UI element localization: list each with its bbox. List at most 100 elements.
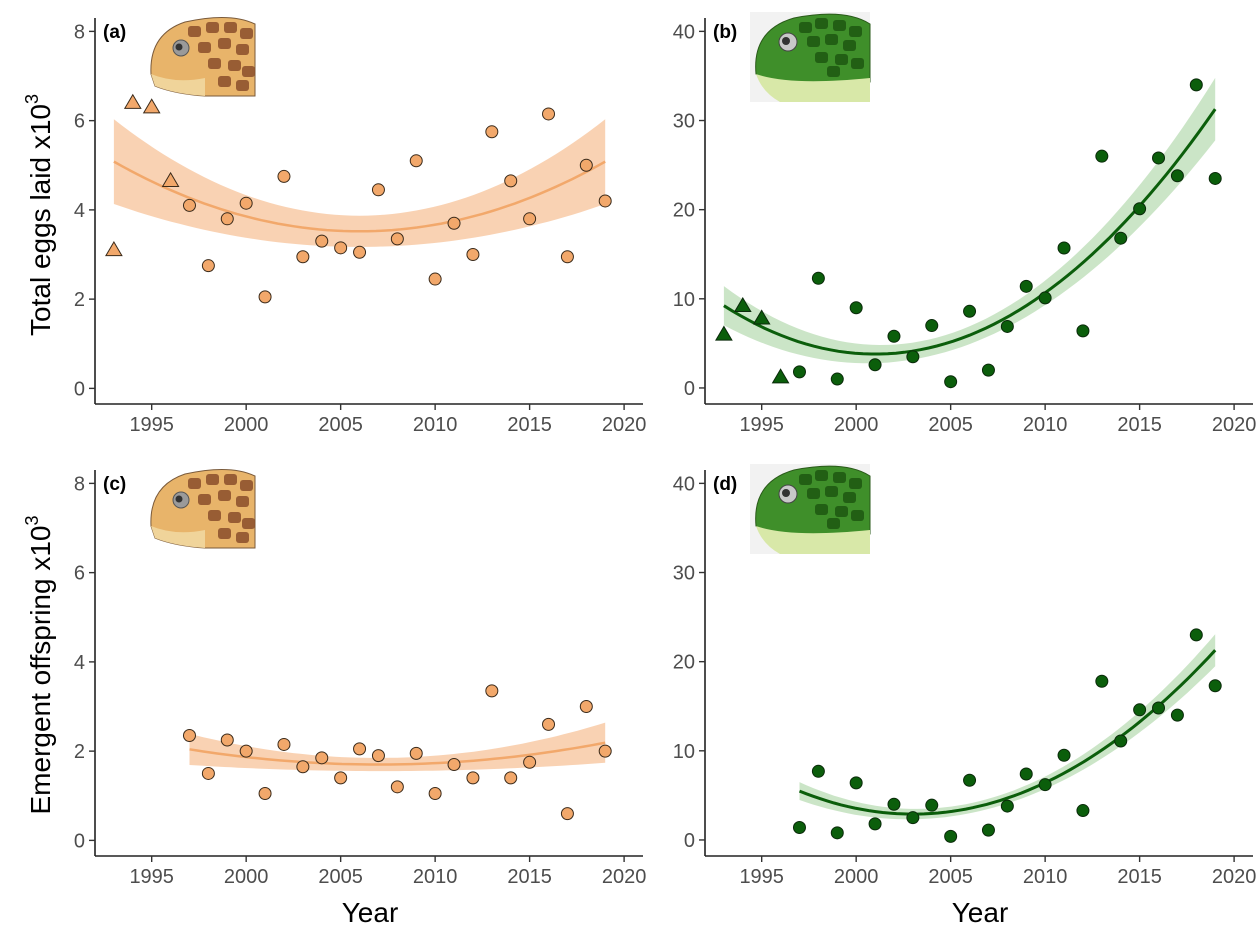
icon-jaw — [151, 526, 205, 548]
icon-scute — [236, 80, 249, 91]
y-tick-label: 40 — [673, 21, 695, 43]
data-point — [371, 749, 385, 763]
data-point — [409, 746, 423, 760]
y-axis-title-bottom-text: Emergent offspring x10 — [25, 526, 56, 815]
data-point — [1189, 628, 1203, 642]
data-point — [887, 797, 901, 811]
x-tick-label: 2005 — [928, 414, 973, 436]
green-turtle-head-icon — [750, 464, 871, 554]
icon-scute — [815, 504, 828, 515]
data-point — [390, 780, 404, 794]
data-point — [220, 733, 234, 747]
icon-jaw — [151, 74, 205, 96]
data-point — [944, 829, 958, 843]
fit-line — [189, 741, 606, 766]
data-point — [409, 154, 423, 168]
y-tick-label: 0 — [684, 378, 695, 400]
data-point — [981, 363, 995, 377]
icon-scute — [240, 480, 253, 491]
y-tick-label: 6 — [74, 111, 85, 133]
data-point-triangle — [105, 241, 123, 257]
icon-scute — [206, 474, 219, 485]
icon-scute — [242, 66, 255, 77]
data-point — [239, 744, 253, 758]
y-tick-label: 8 — [74, 21, 85, 43]
icon-jaw — [756, 74, 870, 102]
x-tick-label: 2015 — [507, 866, 552, 888]
icon-scute — [218, 528, 231, 539]
data-point — [277, 737, 291, 751]
data-point — [868, 358, 882, 372]
data-point — [201, 259, 215, 273]
data-point — [334, 771, 348, 785]
icon-scute — [835, 54, 848, 65]
data-point — [1208, 679, 1222, 693]
y-axis-title-bottom-superscript: 3 — [22, 516, 42, 526]
data-point — [447, 758, 461, 772]
data-point — [485, 125, 499, 139]
y-tick-label: 30 — [673, 111, 695, 133]
icon-scute — [198, 42, 211, 53]
icon-scute — [218, 38, 231, 49]
data-point — [560, 807, 574, 821]
data-point — [428, 787, 442, 801]
panel-b: 0 10 20 30 40 1995 2000 2005 2010 2015 2020 (b) — [673, 12, 1256, 436]
data-point — [1019, 767, 1033, 781]
data-point — [258, 290, 272, 304]
icon-scute — [208, 510, 221, 521]
y-axis-title-top-text: Total eggs laid x10 — [25, 104, 56, 336]
x-tick-label: 2015 — [1117, 866, 1162, 888]
panel-label: (b) — [713, 22, 737, 43]
y-tick-label: 4 — [74, 652, 85, 674]
y-tick-label: 10 — [673, 741, 695, 763]
data-point — [1038, 291, 1052, 305]
data-point — [485, 684, 499, 698]
icon-scute — [224, 474, 237, 485]
icon-pupil — [175, 495, 183, 503]
data-point — [598, 744, 612, 758]
data-point — [1114, 231, 1128, 245]
y-tick-label: 2 — [74, 741, 85, 763]
x-tick-label: 2010 — [413, 866, 458, 888]
x-axis-title-right: Year — [952, 897, 1009, 928]
panel-c: 0 2 4 6 8 1995 2000 2005 2010 2015 2020 (c) — [74, 466, 646, 888]
data-point — [579, 158, 593, 172]
data-point-triangle — [752, 309, 771, 325]
panel-label: (d) — [713, 474, 737, 495]
icon-pupil — [782, 37, 790, 45]
data-point — [542, 107, 556, 121]
y-tick-label: 8 — [74, 473, 85, 495]
green-turtle-head-icon — [750, 12, 871, 102]
data-point-triangle — [142, 98, 161, 114]
data-point — [1000, 799, 1014, 813]
svg-text:Emergent offspring x103: Emergent offspring x103 — [22, 516, 56, 815]
data-point — [849, 301, 863, 315]
data-point — [428, 272, 442, 286]
data-point-triangle — [123, 93, 142, 109]
icon-scute — [188, 26, 201, 37]
data-point — [849, 776, 863, 790]
icon-scute — [228, 512, 241, 523]
data-point — [1114, 734, 1128, 748]
icon-scute — [849, 26, 862, 37]
confidence-band — [113, 119, 606, 247]
data-point — [811, 764, 825, 778]
data-point — [1152, 701, 1166, 715]
data-point — [887, 329, 901, 343]
icon-scute — [198, 494, 211, 505]
x-tick-label: 1995 — [739, 866, 784, 888]
icon-scute — [236, 532, 249, 543]
y-tick-label: 0 — [74, 378, 85, 400]
data-point — [353, 245, 367, 259]
y-tick-label: 30 — [673, 563, 695, 585]
data-point — [182, 729, 196, 743]
data-point — [371, 183, 385, 197]
data-point — [182, 198, 196, 212]
data-point — [944, 375, 958, 389]
data-point — [1133, 703, 1147, 717]
y-tick-label: 40 — [673, 473, 695, 495]
x-tick-label: 2000 — [224, 866, 269, 888]
loggerhead-turtle-head-icon — [145, 14, 256, 97]
data-point — [1170, 169, 1184, 183]
y-tick-label: 2 — [74, 289, 85, 311]
